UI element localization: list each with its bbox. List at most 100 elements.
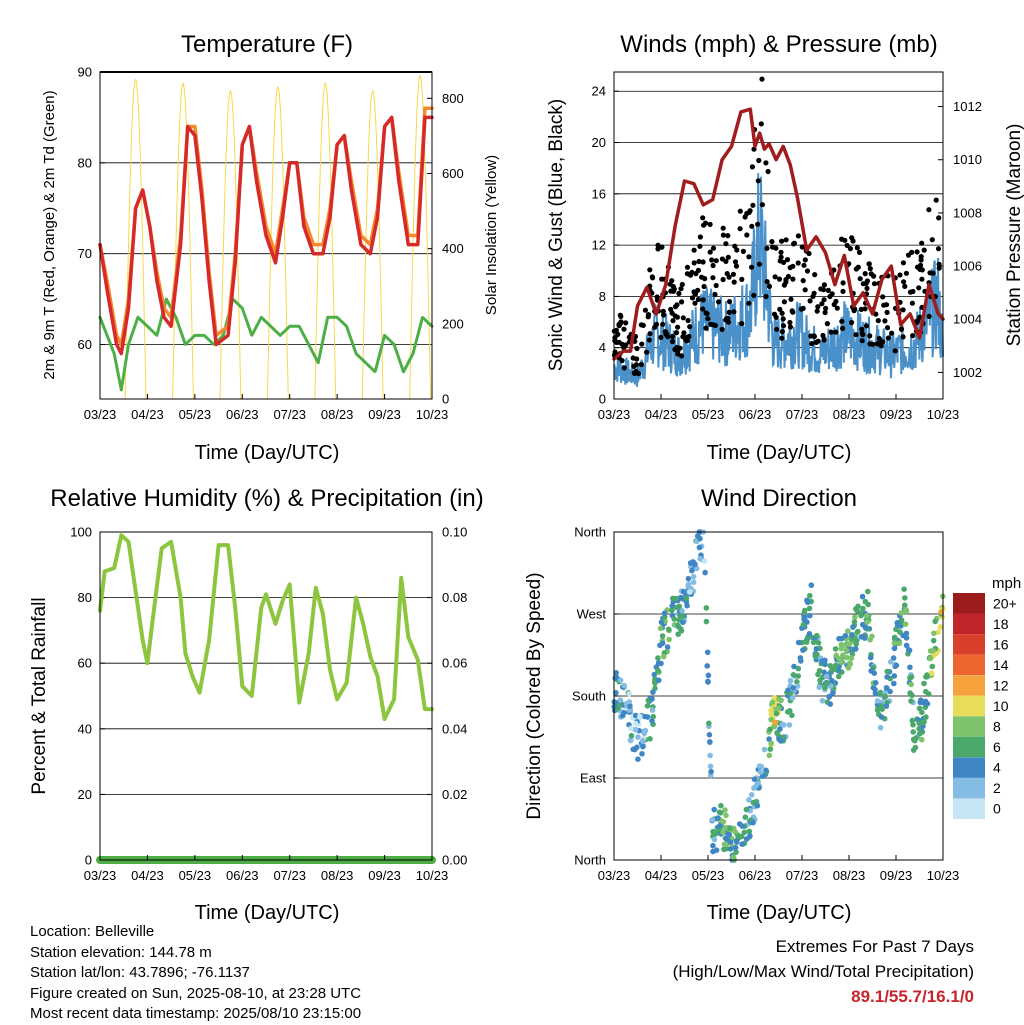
solar-insolation-series	[314, 82, 337, 400]
gust-point	[855, 264, 861, 270]
direction-point	[683, 595, 690, 601]
gust-point	[788, 296, 794, 302]
humidity-xtick-label: 07/23	[273, 868, 306, 883]
wind-direction-xtick-label: 06/23	[739, 868, 772, 883]
winds-ytick-label: 20	[592, 135, 606, 150]
gust-point	[833, 329, 839, 335]
direction-point	[864, 612, 870, 619]
gust-point	[867, 341, 873, 347]
gust-point	[883, 302, 890, 308]
direction-point	[715, 815, 721, 821]
gust-point	[697, 234, 704, 240]
direction-point	[817, 677, 823, 683]
gust-point	[685, 317, 691, 324]
gust-point	[935, 246, 942, 252]
direction-point	[627, 737, 634, 743]
direction-point	[786, 722, 793, 728]
colorbar-swatch	[953, 777, 985, 799]
direction-point	[838, 645, 845, 652]
gust-point	[702, 220, 709, 226]
direction-point	[928, 670, 935, 676]
gust-point	[763, 160, 769, 166]
gust-point	[645, 314, 651, 320]
gust-point	[819, 301, 825, 307]
direction-point	[815, 640, 822, 646]
direction-point	[845, 665, 852, 671]
gust-point	[766, 283, 773, 289]
temperature-ytick-right-label: 800	[442, 91, 464, 106]
wind-direction-xtick-label: 10/23	[927, 868, 960, 883]
gust-point	[734, 247, 740, 253]
direction-point	[882, 693, 889, 700]
direction-point	[887, 659, 894, 665]
gust-point	[824, 321, 831, 327]
gust-point	[709, 257, 715, 263]
direction-point	[659, 633, 666, 639]
humidity-ytick-label: 0	[85, 853, 92, 868]
gust-point	[700, 297, 706, 303]
gust-point	[759, 76, 765, 82]
direction-point	[797, 655, 804, 661]
direction-point	[743, 806, 750, 813]
gust-point	[712, 291, 718, 298]
humidity-ytick-label: 40	[78, 721, 92, 736]
temperature-xtick-label: 05/23	[179, 407, 212, 422]
gust-point	[756, 261, 763, 267]
wind-direction-ytick-label: North	[574, 525, 606, 540]
gust-point	[862, 306, 868, 312]
direction-point	[849, 636, 855, 642]
direction-point	[768, 716, 774, 723]
colorbar-label: 12	[993, 678, 1009, 694]
direction-point	[707, 752, 713, 759]
direction-point	[641, 730, 648, 737]
direction-point	[627, 703, 633, 709]
direction-point	[678, 628, 685, 634]
direction-point	[902, 621, 909, 627]
direction-point	[890, 655, 897, 661]
gust-point	[900, 260, 907, 266]
gust-point	[859, 330, 865, 336]
gust-point	[779, 335, 785, 341]
temperature-xtick-label: 04/23	[131, 407, 164, 422]
gust-point	[687, 272, 694, 278]
direction-point	[617, 697, 624, 703]
direction-point	[705, 672, 712, 679]
gust-point	[900, 307, 906, 313]
direction-point	[671, 616, 677, 622]
gust-point	[639, 341, 645, 347]
gust-point	[919, 240, 925, 246]
colorbar-swatch	[953, 757, 985, 778]
gust-point	[712, 322, 719, 328]
direction-point	[832, 646, 839, 652]
direction-point	[807, 592, 813, 599]
direction-point	[923, 688, 929, 695]
gust-point	[678, 286, 684, 292]
direction-point	[790, 672, 797, 678]
gust-point	[720, 225, 726, 231]
gust-point	[700, 259, 706, 265]
colorbar-swatch	[953, 654, 985, 676]
direction-point	[836, 656, 842, 662]
direction-point	[705, 678, 711, 685]
direction-point	[924, 672, 930, 678]
winds-ytick-right-label: 1002	[953, 365, 982, 380]
direction-point	[704, 649, 711, 656]
direction-point	[649, 696, 655, 702]
direction-point	[827, 701, 834, 707]
gust-point	[875, 318, 881, 324]
gust-point	[814, 308, 820, 314]
colorbar-label: 18	[993, 616, 1009, 632]
direction-point	[766, 752, 773, 759]
direction-point	[883, 703, 890, 709]
direction-point	[767, 726, 773, 733]
direction-point	[937, 624, 944, 630]
gust-point	[919, 267, 925, 273]
gust-point	[676, 290, 682, 297]
gust-point	[770, 244, 776, 250]
gust-point	[739, 276, 745, 282]
direction-point	[617, 677, 624, 683]
direction-point	[853, 637, 860, 644]
gust-point	[781, 299, 788, 305]
gust-point	[674, 314, 681, 320]
direction-point	[932, 618, 938, 625]
